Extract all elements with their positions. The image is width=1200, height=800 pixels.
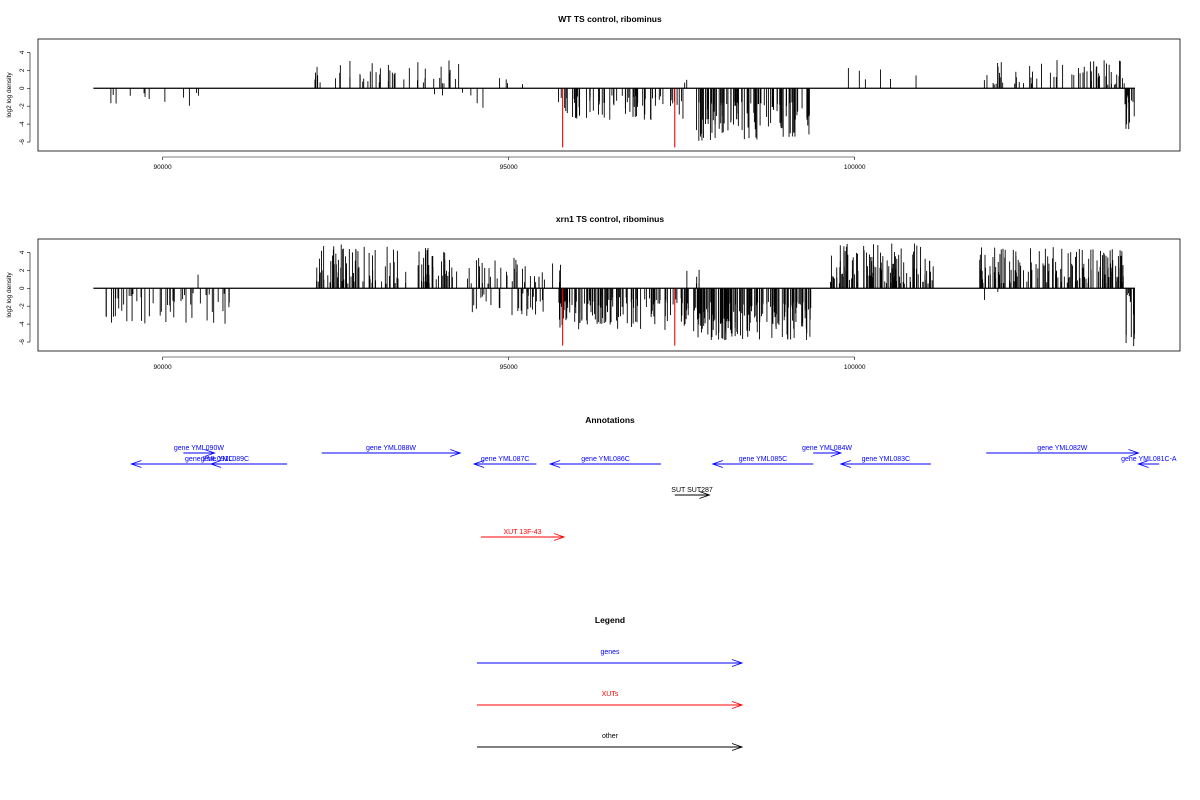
arrowhead [731, 743, 744, 751]
legend: Legend genes XUTs other [477, 615, 744, 751]
annotation-gene[interactable]: gene YML084W [802, 445, 852, 457]
annotation-gene[interactable]: gene YML081C-A [1121, 456, 1177, 468]
y-axis-label: log2 log density [6, 72, 13, 118]
feature-label: gene YML085C [739, 456, 788, 463]
x-tick-label: 90000 [154, 164, 172, 171]
annotation-gene[interactable]: gene YML091C [130, 456, 288, 468]
x-tick-label: 90000 [154, 364, 172, 371]
arrowhead [699, 491, 711, 499]
feature-label: gene YML090W [174, 445, 224, 452]
legend-entry-other: other [477, 733, 744, 751]
density-bars [110, 60, 1135, 148]
arrowhead [830, 449, 843, 457]
arrowhead [130, 460, 142, 468]
feature-label: gene YML089C [201, 456, 250, 463]
arrowhead [731, 701, 744, 709]
y-axis-ticks: 4 2 0 -2 -4 -6 [19, 50, 31, 145]
feature-label: gene YML086C [581, 456, 630, 463]
feature-label: gene YML088W [366, 445, 416, 452]
x-tick-label: 100000 [844, 164, 866, 171]
panel-title: WT TS control, ribominus [558, 14, 662, 24]
annotation-other[interactable]: SUT SUT287 [671, 487, 713, 499]
y-tick-label: -4 [19, 121, 26, 127]
legend-entry-gene: genes [477, 649, 744, 667]
feature-label: gene YML083C [862, 456, 911, 463]
feature-label: gene YML081C-A [1121, 456, 1177, 463]
y-tick-label: -6 [19, 339, 26, 345]
xrn1-density-panel: xrn1 TS control, ribominus log2 log dens… [6, 214, 1181, 371]
annotation-gene[interactable]: gene YML088W [321, 445, 462, 457]
arrowhead [1128, 449, 1140, 457]
y-tick-label: 0 [19, 286, 26, 290]
annotation-gene[interactable]: gene YML085C [711, 456, 814, 468]
annotation-gene[interactable]: gene YML083C [839, 456, 931, 468]
panel-title: xrn1 TS control, ribominus [556, 214, 664, 224]
arrowhead [450, 449, 462, 457]
density-bars [105, 243, 1135, 347]
arrowhead [1137, 460, 1149, 468]
annotation-gene[interactable]: gene YML087C [472, 456, 537, 468]
annotation-features: gene YML091C gene YML090W gene YML089C gene… [130, 445, 1177, 541]
plot-frame [37, 38, 1181, 152]
annotation-gene[interactable]: gene YML082W [986, 445, 1140, 457]
legend-title: Legend [595, 615, 625, 625]
arrowhead [711, 460, 723, 468]
y-tick-label: 0 [19, 86, 26, 90]
arrowhead [839, 460, 852, 468]
y-axis-ticks: 4 2 0 -2 -4 -6 [19, 250, 31, 345]
feature-label: gene YML082W [1037, 445, 1087, 452]
feature-label: gene YML087C [481, 456, 530, 463]
plot-frame [37, 238, 1181, 352]
y-tick-label: -2 [19, 103, 26, 109]
legend-label: XUTs [602, 691, 619, 698]
annotation-gene[interactable]: gene YML086C [548, 456, 661, 468]
x-axis-ticks: 90000 95000 100000 [154, 356, 866, 371]
annotation-gene[interactable]: gene YML089C [201, 456, 250, 468]
y-axis-label: log2 log density [6, 272, 13, 318]
feature-label: SUT SUT287 [671, 487, 713, 494]
arrowhead [548, 460, 561, 468]
annotation-gene[interactable]: gene YML090W [174, 445, 224, 457]
feature-label: XUT 13F-43 [503, 529, 541, 536]
legend-entries: genes XUTs other [477, 649, 744, 751]
y-tick-label: -6 [19, 139, 26, 145]
x-axis-ticks: 90000 95000 100000 [154, 156, 866, 171]
x-tick-label: 95000 [500, 364, 518, 371]
x-tick-label: 100000 [844, 364, 866, 371]
arrowhead [553, 533, 566, 541]
annotation-xut[interactable]: XUT 13F-43 [480, 529, 566, 541]
arrowhead [204, 449, 216, 457]
legend-label: other [602, 733, 619, 740]
y-tick-label: 4 [19, 50, 26, 54]
feature-label: gene YML091C [185, 456, 234, 463]
y-tick-label: 4 [19, 250, 26, 254]
legend-entry-xut: XUTs [477, 691, 744, 709]
annotations-title: Annotations [585, 415, 635, 425]
y-tick-label: -4 [19, 321, 26, 327]
arrowhead [209, 460, 222, 468]
y-tick-label: -2 [19, 303, 26, 309]
wt-density-panel: WT TS control, ribominus log2 log densit… [6, 14, 1181, 171]
y-tick-label: 2 [19, 68, 26, 72]
legend-label: genes [600, 649, 620, 656]
x-tick-label: 95000 [500, 164, 518, 171]
feature-label: gene YML084W [802, 445, 852, 452]
arrowhead [731, 659, 744, 667]
arrowhead [472, 460, 485, 468]
y-tick-label: 2 [19, 268, 26, 272]
